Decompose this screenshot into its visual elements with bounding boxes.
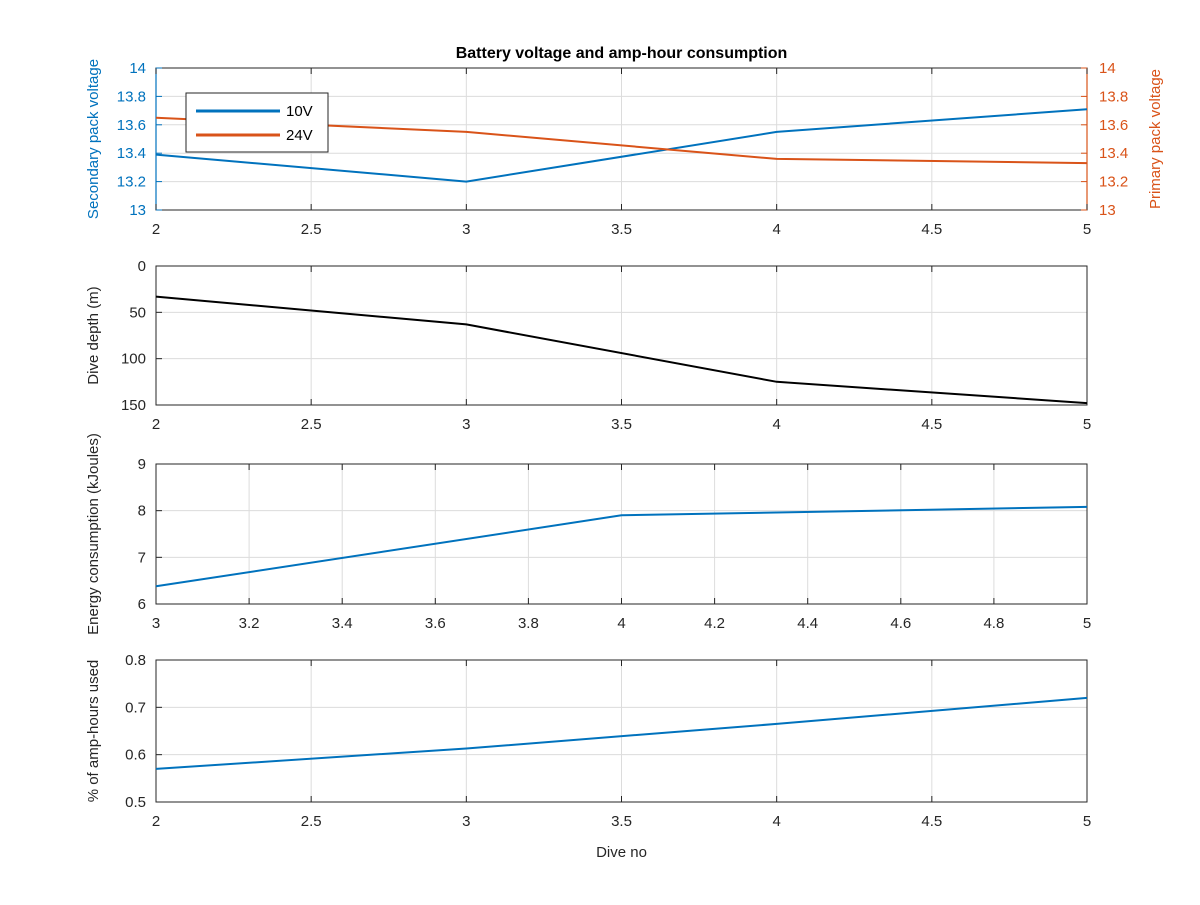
panel-4-x-tick-label: 4	[772, 813, 780, 830]
panel-4-x-label: Dive no	[596, 844, 647, 861]
panel-1-x-tick-label: 3.5	[611, 221, 632, 238]
panel-1-x-tick-label: 4	[772, 221, 780, 238]
panel-3-x-tick-label: 4.2	[704, 615, 725, 632]
panel-4-x-tick-label: 2.5	[301, 813, 322, 830]
panel-1-y-tick-label: 13.2	[117, 174, 146, 191]
panel-1-y-right-tick-label: 13.2	[1099, 174, 1128, 191]
panel-1-x-tick-label: 5	[1083, 221, 1091, 238]
panel-4-y-tick-label: 0.6	[125, 747, 146, 764]
panel-2-x-tick-label: 4.5	[921, 416, 942, 433]
panel-2-x-tick-label: 2.5	[301, 416, 322, 433]
panel-4-y-tick-label: 0.5	[125, 794, 146, 811]
panel-1-y-right-tick-label: 14	[1099, 60, 1116, 77]
panel-2-x-tick-label: 4	[772, 416, 780, 433]
figure-title: Battery voltage and amp-hour consumption	[456, 45, 788, 62]
panel-4-series-1-line	[155, 696, 1088, 770]
panel-1-y-tick-label: 14	[129, 60, 146, 77]
panel-2-y-tick-label: 0	[138, 258, 146, 275]
panel-2-y-tick-label: 100	[121, 351, 146, 368]
panel-4-y-label: % of amp-hours used	[85, 660, 102, 803]
panel-3-y-label: Energy consumption (kJoules)	[85, 433, 102, 635]
panel-3-x-tick-label: 3.4	[332, 615, 353, 632]
panel-3-x-tick-label: 3.8	[518, 615, 539, 632]
panel-3-x-tick-label: 3.2	[239, 615, 260, 632]
panel-4-x-tick-label: 2	[152, 813, 160, 830]
legend-box	[185, 92, 329, 153]
panel-1-series-10v-line	[155, 108, 1088, 183]
panel-1-x-tick-label: 3	[462, 221, 470, 238]
panel-1-x-tick-label: 2	[152, 221, 160, 238]
panel-3-series-1-line	[155, 505, 1088, 588]
panel-1-y-tick-label: 13.4	[117, 145, 146, 162]
panel-1-y-tick-label: 13.8	[117, 88, 146, 105]
panel-1-x-tick-label: 2.5	[301, 221, 322, 238]
panel-3-x-tick-label: 4.8	[983, 615, 1004, 632]
panel-3-x-tick-label: 4.6	[890, 615, 911, 632]
panel-4-y-tick-label: 0.7	[125, 699, 146, 716]
panel-1-y-right-tick-label: 13.4	[1099, 145, 1128, 162]
panel-1-y-tick-label: 13	[129, 202, 146, 219]
panel-1-x-tick-label: 4.5	[921, 221, 942, 238]
legend-label-24v: 24V	[286, 127, 313, 144]
panel-1-y-tick-label: 13.6	[117, 117, 146, 134]
panel-3-x-tick-label: 4.4	[797, 615, 818, 632]
panel-2-series-1-line	[155, 295, 1088, 405]
panel-1-y-right-label: Primary pack voltage	[1147, 69, 1164, 209]
panel-3-y-tick-label: 7	[138, 549, 146, 566]
panel-3-x-tick-label: 4	[617, 615, 625, 632]
panel-3-x-tick-label: 3	[152, 615, 160, 632]
panel-4-x-tick-label: 5	[1083, 813, 1091, 830]
panel-2-y-label: Dive depth (m)	[85, 286, 102, 384]
panel-3-y-tick-label: 6	[138, 596, 146, 613]
panel-1-y-right-tick-label: 13.6	[1099, 117, 1128, 134]
legend-label-10v: 10V	[286, 103, 313, 120]
panel-2-x-tick-label: 5	[1083, 416, 1091, 433]
panel-1-y-label: Secondary pack voltage	[85, 59, 102, 219]
panel-3-y-tick-label: 8	[138, 503, 146, 520]
panel-3-x-tick-label: 3.6	[425, 615, 446, 632]
panel-2-x-tick-label: 3.5	[611, 416, 632, 433]
panel-2-y-tick-label: 150	[121, 397, 146, 414]
panel-2-y-tick-label: 50	[129, 304, 146, 321]
panel-4-x-tick-label: 3.5	[611, 813, 632, 830]
panel-2-x-tick-label: 3	[462, 416, 470, 433]
panel-2-x-tick-label: 2	[152, 416, 160, 433]
panel-3-x-tick-label: 5	[1083, 615, 1091, 632]
panel-4-y-tick-label: 0.8	[125, 652, 146, 669]
panel-1-y-right-tick-label: 13.8	[1099, 88, 1128, 105]
panel-1-y-right-tick-label: 13	[1099, 202, 1116, 219]
panel-4-x-tick-label: 3	[462, 813, 470, 830]
panel-4-x-tick-label: 4.5	[921, 813, 942, 830]
panel-3-y-tick-label: 9	[138, 456, 146, 473]
